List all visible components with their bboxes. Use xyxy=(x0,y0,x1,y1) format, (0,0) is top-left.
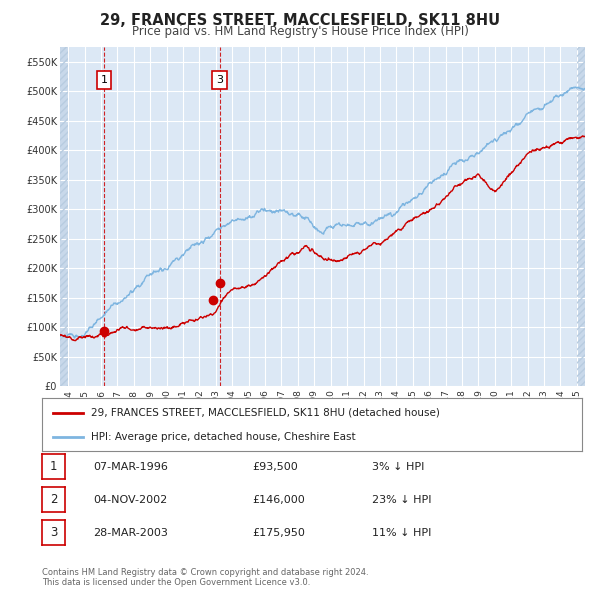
Text: Price paid vs. HM Land Registry's House Price Index (HPI): Price paid vs. HM Land Registry's House … xyxy=(131,25,469,38)
Text: 29, FRANCES STREET, MACCLESFIELD, SK11 8HU (detached house): 29, FRANCES STREET, MACCLESFIELD, SK11 8… xyxy=(91,408,439,418)
Text: 1: 1 xyxy=(100,75,107,84)
Text: 28-MAR-2003: 28-MAR-2003 xyxy=(93,528,168,537)
Text: 3: 3 xyxy=(50,526,57,539)
Text: 23% ↓ HPI: 23% ↓ HPI xyxy=(372,495,431,504)
Text: Contains HM Land Registry data © Crown copyright and database right 2024.
This d: Contains HM Land Registry data © Crown c… xyxy=(42,568,368,587)
Text: 3% ↓ HPI: 3% ↓ HPI xyxy=(372,462,424,471)
Text: HPI: Average price, detached house, Cheshire East: HPI: Average price, detached house, Ches… xyxy=(91,432,355,442)
Text: 2: 2 xyxy=(50,493,57,506)
Text: £175,950: £175,950 xyxy=(252,528,305,537)
Text: 29, FRANCES STREET, MACCLESFIELD, SK11 8HU: 29, FRANCES STREET, MACCLESFIELD, SK11 8… xyxy=(100,13,500,28)
Text: £93,500: £93,500 xyxy=(252,462,298,471)
Bar xyxy=(577,47,585,386)
Text: £146,000: £146,000 xyxy=(252,495,305,504)
Text: 11% ↓ HPI: 11% ↓ HPI xyxy=(372,528,431,537)
Bar xyxy=(60,47,68,386)
Bar xyxy=(577,47,585,386)
Bar xyxy=(60,47,68,386)
Text: 1: 1 xyxy=(50,460,57,473)
Text: 3: 3 xyxy=(216,75,223,84)
Text: 04-NOV-2002: 04-NOV-2002 xyxy=(93,495,167,504)
Text: 07-MAR-1996: 07-MAR-1996 xyxy=(93,462,168,471)
